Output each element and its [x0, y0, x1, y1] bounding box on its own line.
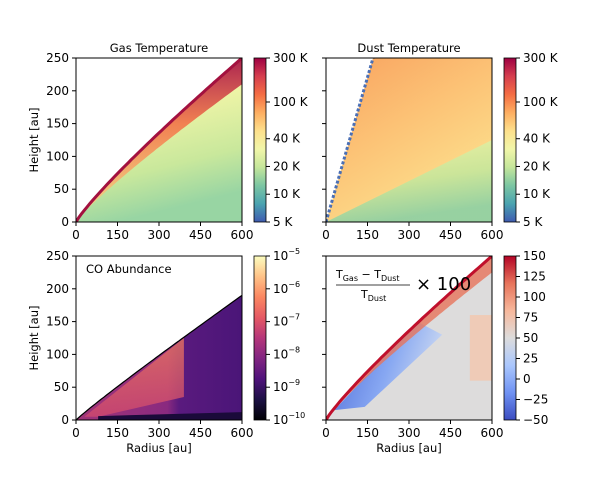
x-tick-label: 600 [481, 228, 504, 242]
x-tick-label: 0 [322, 228, 330, 242]
y-axis-label: Height [au] [27, 306, 41, 371]
panel-title: Dust Temperature [357, 41, 460, 55]
positive-difference-region [469, 315, 492, 381]
cold-upper-boundary [326, 58, 375, 222]
colorbar [253, 255, 267, 421]
y-tick-label: 50 [54, 380, 69, 394]
panel-2: 0 150 300 450 600 Dust Temperature 5 K 10 K 20 K… [322, 41, 559, 242]
y-tick-label: 100 [46, 347, 69, 361]
surface-heating-layer [326, 256, 492, 420]
colorbar-tick-label: 25 [523, 352, 538, 366]
panel-title: Gas Temperature [110, 41, 208, 55]
x-tick-label: 0 [72, 426, 80, 440]
formula-denominator: TDust [360, 288, 386, 303]
colorbar-tick-label: 40 K [523, 132, 551, 146]
colorbar-tick-label: 10−6 [273, 280, 300, 296]
colorbar-tick-label: 20 K [273, 159, 301, 173]
heatmap-field [76, 58, 242, 222]
x-tick-label: 450 [439, 228, 462, 242]
y-tick-label: 250 [46, 249, 69, 263]
colorbar-tick-label: 100 K [273, 95, 309, 109]
colorbar-tick-label: 100 [523, 290, 546, 304]
colorbar-tick-label: 125 [523, 270, 546, 284]
colorbar-tick-label: 100 K [523, 95, 559, 109]
hot-surface-layer [76, 58, 242, 222]
colorbar [253, 57, 267, 223]
colorbar-tick-label: 10 K [273, 187, 301, 201]
y-tick-label: 0 [61, 413, 69, 427]
colorbar-tick-label: 0 [523, 372, 531, 386]
y-tick-label: 200 [46, 282, 69, 296]
y-tick-label: 250 [46, 51, 69, 65]
x-axis-label: Radius [au] [376, 441, 442, 455]
cool-midplane [326, 140, 492, 222]
x-tick-label: 150 [106, 228, 129, 242]
y-tick-label: 0 [61, 215, 69, 229]
x-axis-label: Radius [au] [126, 441, 192, 455]
colorbar-tick-label: 10−9 [273, 378, 300, 394]
x-tick-label: 0 [72, 228, 80, 242]
negative-difference-region [334, 321, 443, 411]
y-axis-label: Height [au] [27, 108, 41, 173]
y-tick-label: 100 [46, 149, 69, 163]
colorbar-tick-label: 20 K [523, 159, 551, 173]
x-tick-label: 300 [148, 228, 171, 242]
colorbar-tick-label: 300 K [523, 51, 559, 65]
colorbar-tick-label: −50 [523, 413, 548, 427]
panel-4: 0 150 300 450 600 Radius [au] TGas − TDust TDus… [322, 249, 548, 455]
heatmap-field [326, 256, 492, 420]
colorbar [503, 57, 517, 223]
x-tick-label: 600 [231, 228, 254, 242]
y-tick-label: 200 [46, 84, 69, 98]
colorbar-tick-label: 150 [523, 249, 546, 263]
x-tick-label: 0 [322, 426, 330, 440]
co-enhanced-band [84, 338, 184, 417]
x-tick-label: 600 [481, 426, 504, 440]
x-tick-label: 450 [439, 426, 462, 440]
y-tick-label: 50 [54, 182, 69, 196]
difference-formula: TGas − TDust TDust × 100 [335, 268, 471, 303]
y-tick-label: 150 [46, 117, 69, 131]
colorbar-tick-label: 5 K [523, 215, 543, 229]
co-surface-edge [76, 294, 242, 420]
colorbar-tick-label: 10−8 [273, 345, 300, 361]
colorbar-tick-label: 10 K [523, 187, 551, 201]
x-tick-label: 450 [189, 426, 212, 440]
colorbar-tick-label: 300 K [273, 51, 309, 65]
colorbar-tick-label: 10−7 [273, 313, 300, 329]
formula-numerator: TGas − TDust [335, 268, 400, 283]
colorbar-tick-label: 40 K [273, 132, 301, 146]
heatmap-field [326, 58, 492, 222]
panel-3: 0 150 300 450 600 0 50 100 150 200 250 CO Abundance… [27, 247, 305, 455]
x-tick-label: 150 [356, 228, 379, 242]
x-tick-label: 300 [398, 228, 421, 242]
colorbar-tick-label: 10−5 [273, 247, 300, 263]
surface-edge [76, 58, 242, 222]
panel-1: 0 150 300 450 600 0 50 100 150 200 250 Gas Temperat… [27, 41, 309, 242]
panel-title: CO Abundance [86, 262, 172, 276]
colorbar-tick-label: 50 [523, 331, 538, 345]
y-tick-label: 150 [46, 315, 69, 329]
colorbar-tick-label: 75 [523, 311, 538, 325]
x-tick-label: 300 [148, 426, 171, 440]
co-depleted-midplane [98, 412, 242, 420]
x-tick-label: 300 [398, 426, 421, 440]
x-tick-label: 600 [231, 426, 254, 440]
colorbar [503, 255, 517, 421]
x-tick-label: 450 [189, 228, 212, 242]
x-tick-label: 150 [356, 426, 379, 440]
x-tick-label: 150 [106, 426, 129, 440]
heatmap-field [76, 294, 242, 420]
difference-surface-edge [326, 256, 492, 420]
colorbar-tick-label: 5 K [273, 215, 293, 229]
formula-multiplier: × 100 [416, 274, 471, 295]
colorbar-tick-label: 10−10 [273, 411, 305, 427]
colorbar-tick-label: −25 [523, 393, 548, 407]
